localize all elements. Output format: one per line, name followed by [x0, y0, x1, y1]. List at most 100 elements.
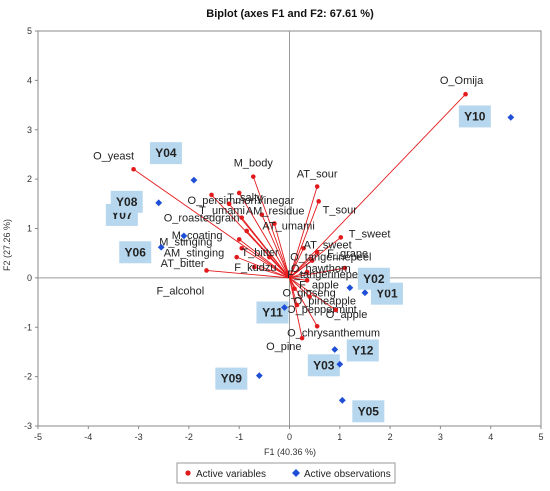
x-tick-label: -4: [84, 432, 92, 442]
observation-point-y02: [346, 284, 354, 292]
variable-label-t-umami: T_umami: [199, 205, 245, 217]
y-axis-ticks: -3 -2 -1 0 1 2 3 4 5: [24, 26, 38, 431]
observation-point-y05: [338, 396, 346, 404]
variable-label-at-bitter: AT_bitter: [161, 258, 205, 270]
variable-label-t-salty: T_salty: [227, 192, 263, 204]
observation-label-y12: Y12: [352, 343, 374, 357]
vector-am-residue: [261, 214, 290, 279]
variable-point-o-roastedgrain: [239, 215, 245, 220]
vector-f-tangerinepeel: [289, 271, 308, 279]
y-tick-label: 0: [27, 273, 32, 283]
variable-label-t-bitter: T_bitter: [241, 247, 279, 259]
y-tick-label: 5: [27, 26, 32, 36]
observation-point-y10: [507, 114, 515, 121]
observation-label-box-y05: [352, 400, 385, 423]
variable-point-o-ginseng: [292, 286, 297, 292]
vector-at-umami: [273, 223, 290, 278]
variable-point-o-pineapple: [307, 294, 312, 299]
variable-label-m-body: M_body: [234, 158, 274, 170]
x-tick-label: -5: [34, 432, 42, 442]
variable-point-t-umami: [226, 201, 232, 207]
variable-label-f-alcohol: F_alcohol: [157, 285, 205, 297]
observation-point-y08: [155, 199, 163, 207]
observation-label-box-y12: [346, 339, 379, 362]
variable-point-o-omija: [463, 91, 468, 97]
x-tick-label: -1: [235, 432, 243, 442]
y-tick-label: 3: [27, 125, 32, 135]
variable-point-m-coating: [244, 228, 250, 234]
vector-f-grape: [289, 251, 318, 279]
variable-point-at-sour: [314, 184, 320, 189]
variable-label-at-umami: AT_umami: [262, 221, 314, 233]
vector-t-sour: [289, 201, 320, 279]
variable-vectors: [133, 93, 466, 339]
variable-point-t-salty: [236, 190, 242, 196]
vector-o-tangerinepeel: [289, 260, 313, 279]
observation-point-y03: [336, 360, 344, 368]
variable-point-o-pine: [299, 335, 305, 341]
variable-point-t-bitter: [267, 254, 272, 260]
observation-point-y06: [157, 243, 165, 251]
variable-point-f-grape: [314, 249, 320, 255]
x-axis-ticks: -5 -4 -3 -2 -1 0 1 2 3 4 5: [34, 426, 544, 442]
observation-point-y07: [180, 232, 188, 240]
observation-point-y12: [331, 346, 339, 353]
x-tick-label: 1: [337, 432, 342, 442]
observation-label-box-y03: [307, 354, 340, 377]
y-axis-label: F2 (27.26 %): [2, 219, 12, 271]
observation-label-box-y11: [256, 301, 289, 324]
observation-label-y02: Y02: [363, 272, 385, 286]
variable-point-f-tangerinepeel: [304, 269, 310, 275]
observation-label-box-y06: [119, 241, 152, 264]
legend-label-active-observations: Active observations: [304, 469, 391, 480]
variable-label-o-yeast: O_yeast: [93, 150, 134, 162]
legend-box: [176, 462, 396, 484]
x-tick-label: 4: [488, 432, 493, 442]
variable-point-t-sweet: [338, 235, 344, 240]
vector-t-bitter: [269, 256, 290, 279]
variable-label-at-sour: AT_sour: [297, 169, 338, 181]
variable-point-o-apple: [333, 307, 339, 313]
vector-at-sour: [289, 186, 318, 279]
variable-label-o-apple: O_apple: [326, 309, 368, 321]
vector-f-kudzu: [254, 266, 290, 279]
legend: Active variables Active observations: [176, 462, 396, 484]
variable-label-o-tangerinepeel: O_tangerinepeel: [290, 252, 371, 264]
vector-o-apple: [289, 277, 337, 311]
variable-label-am-residue: AM_residue: [246, 206, 305, 218]
vector-o-chrysanthemum: [289, 277, 318, 327]
vector-am-stinging: [241, 247, 290, 279]
observation-label-y06: Y06: [125, 245, 147, 259]
y-tick-label: 1: [27, 224, 32, 234]
variable-point-f-alcohol: [204, 268, 209, 273]
variable-label-o-omija: O_Omija: [440, 75, 484, 87]
variable-point-o-peppermint: [294, 302, 300, 308]
variable-label-o-pine: O_pine: [266, 341, 301, 353]
variable-point-t-sour: [316, 199, 321, 204]
observation-point-y01: [361, 289, 369, 297]
legend-label-active-variables: Active variables: [196, 469, 266, 480]
vector-f-apple: [289, 277, 308, 281]
variable-label-o-ginseng: O_ginseng: [283, 288, 336, 300]
observation-label-box-y10: [458, 105, 491, 128]
variable-point-o-persimmonvinegar: [209, 192, 214, 198]
vector-o-hawthorn: [289, 267, 345, 279]
variable-point-m-body: [250, 174, 256, 179]
variable-label-f-grape: F_grape: [327, 248, 368, 260]
variable-label-f-tangerinepeel: F_tangerinepeel: [287, 269, 367, 281]
observation-label-y04: Y04: [155, 146, 177, 160]
variable-points: O_Omija O_yeast M_body AT_sour T_salty T_sour…: [93, 75, 484, 353]
variable-label-at-sweet: AT_sweet: [304, 239, 352, 251]
vector-o-omija: [289, 93, 466, 279]
variable-label-t-sweet: T_sweet: [349, 228, 391, 240]
y-tick-label: -3: [24, 421, 32, 431]
x-tick-label: 0: [287, 432, 292, 442]
x-tick-label: -2: [185, 432, 193, 442]
variable-label-t-sour: T_sour: [323, 204, 358, 216]
x-tick-label: 3: [438, 432, 443, 442]
x-tick-label: 5: [538, 432, 543, 442]
variable-point-o-chrysanthemum: [314, 323, 320, 329]
variable-label-o-chrysanthemum: O_chrysanthemum: [287, 327, 380, 339]
variable-point-o-tangerinepeel: [309, 258, 315, 263]
